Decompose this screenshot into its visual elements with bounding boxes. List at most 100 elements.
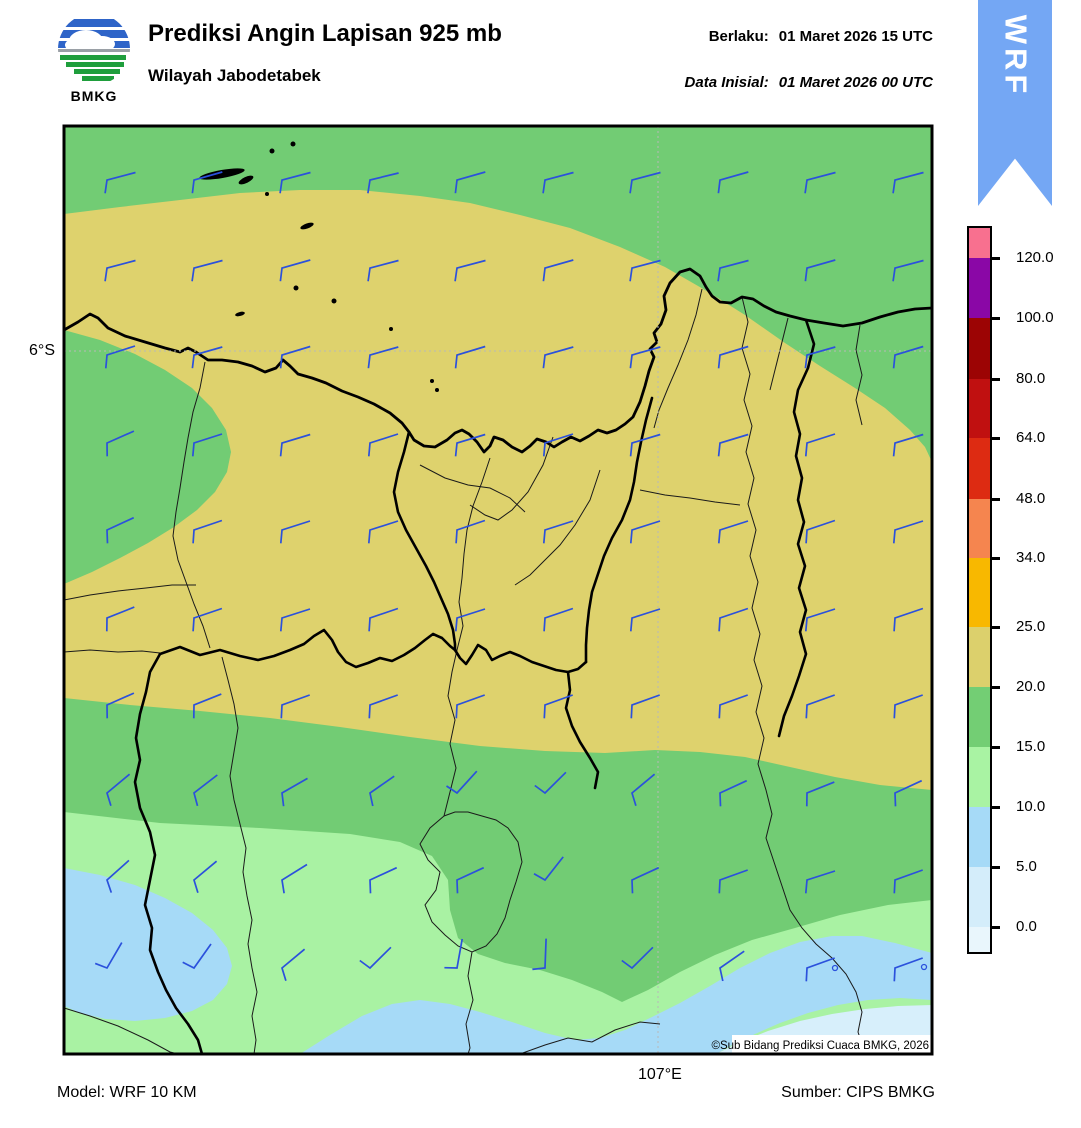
colorbar-label: 64.0 [1016, 429, 1046, 446]
wind-barb [454, 259, 486, 282]
wind-barb [893, 694, 923, 719]
wind-barb [718, 869, 748, 894]
source-label: Sumber: CIPS BMKG [781, 1084, 935, 1101]
wind-barb [893, 869, 923, 894]
wind-barb [280, 694, 310, 719]
colorbar-segment [969, 379, 990, 438]
wind-barb [542, 346, 574, 369]
wind-barb [279, 433, 311, 457]
colorbar-tick [990, 256, 1000, 260]
wind-barb [892, 433, 924, 457]
wind-barb [717, 520, 749, 544]
wind-barb [369, 775, 395, 807]
wind-barb [279, 259, 311, 282]
colorbar-segment [969, 807, 990, 867]
colorbar-tick [990, 805, 1000, 809]
copyright: ©Sub Bidang Prediksi Cuaca BMKG, 2026 [711, 1035, 932, 1054]
wind-barb [892, 520, 924, 544]
wind-barb [804, 608, 836, 632]
wind-barb [106, 859, 130, 893]
wind-barb [718, 694, 748, 719]
wind-barb [359, 946, 392, 970]
wind-barb [543, 607, 574, 632]
wind-barb [532, 938, 547, 971]
wind-barb [191, 346, 223, 369]
wind-barb [629, 433, 661, 457]
bmkg-logo-label: BMKG [70, 88, 118, 104]
wind-barb [279, 345, 311, 369]
wind-barb [455, 694, 485, 719]
wind-barb [279, 520, 311, 544]
wind-barb [191, 171, 223, 194]
wind-barb [629, 346, 661, 369]
initial-time-label: Data Inisial: [684, 74, 769, 91]
colorbar-label: 15.0 [1016, 738, 1046, 755]
wind-barb [717, 433, 749, 457]
wind-barb [105, 606, 135, 632]
wind-barb [106, 692, 135, 719]
wind-barb [104, 171, 136, 194]
colorbar-segment [969, 499, 990, 558]
wind-barb [719, 950, 745, 982]
wind-barb [717, 345, 749, 369]
wind-barb [533, 856, 564, 882]
colorbar-label: 5.0 [1016, 858, 1037, 875]
colorbar-label: 100.0 [1016, 309, 1054, 326]
colorbar-tick [990, 436, 1000, 440]
valid-time-value: 01 Maret 2026 15 UTC [778, 28, 933, 45]
page-title: Prediksi Angin Lapisan 925 mb [148, 20, 502, 47]
page-subtitle: Wilayah Jabodetabek [148, 66, 321, 85]
wind-barb [191, 433, 223, 457]
contour-rings [831, 963, 928, 972]
colorbar-segment [969, 558, 990, 627]
wind-barb [542, 433, 574, 457]
wind-barb [367, 433, 399, 457]
wind-barb [193, 774, 218, 807]
colorbar-segment [969, 228, 990, 258]
wind-barb [629, 259, 661, 282]
wind-barb [719, 779, 748, 807]
wind-barb [106, 430, 135, 457]
wind-barb [631, 773, 656, 807]
colorbar-segment [969, 747, 990, 807]
colorbar-label: 20.0 [1016, 678, 1046, 695]
contour-fill-15-20-north [64, 126, 932, 462]
wind-barb [805, 781, 835, 807]
wind-barb [804, 433, 836, 457]
wind-barb [281, 948, 306, 982]
colorbar-tick [990, 316, 1000, 320]
wind-barb [367, 172, 399, 194]
valid-time: Berlaku: 01 Maret 2026 15 UTC [709, 28, 933, 45]
wind-barb [630, 694, 660, 719]
bmkg-logo [56, 12, 132, 110]
colorbar-segment [969, 927, 990, 952]
wind-barb [193, 860, 218, 894]
wind-barb [106, 773, 131, 807]
colorbar-tick [990, 556, 1000, 560]
wind-barb [717, 259, 749, 282]
wind-barb [629, 608, 661, 632]
wind-barb [631, 866, 660, 894]
wind-barb [191, 259, 223, 282]
wind-barb [892, 259, 924, 282]
wind-barb [192, 519, 223, 544]
wind-barb [94, 942, 123, 970]
wind-barb [444, 938, 464, 969]
valid-time-label: Berlaku: [708, 28, 769, 45]
model-label: Model: WRF 10 KM [57, 1084, 197, 1101]
wind-barb [893, 607, 924, 632]
wind-barb [368, 607, 399, 632]
wind-barb [804, 346, 836, 369]
contour-fill-5-10-west [64, 868, 232, 1021]
wind-barb [104, 259, 136, 282]
colorbar-tick [990, 685, 1000, 689]
wind-barb [279, 608, 311, 632]
wind-barb [804, 259, 836, 282]
colorbar-segment [969, 687, 990, 747]
colorbar-segment [969, 258, 990, 318]
wind-barb [446, 770, 478, 795]
wind-barb [894, 779, 923, 807]
contour-fill-15-20-west [64, 330, 231, 584]
colorbar-tick [990, 377, 1000, 381]
